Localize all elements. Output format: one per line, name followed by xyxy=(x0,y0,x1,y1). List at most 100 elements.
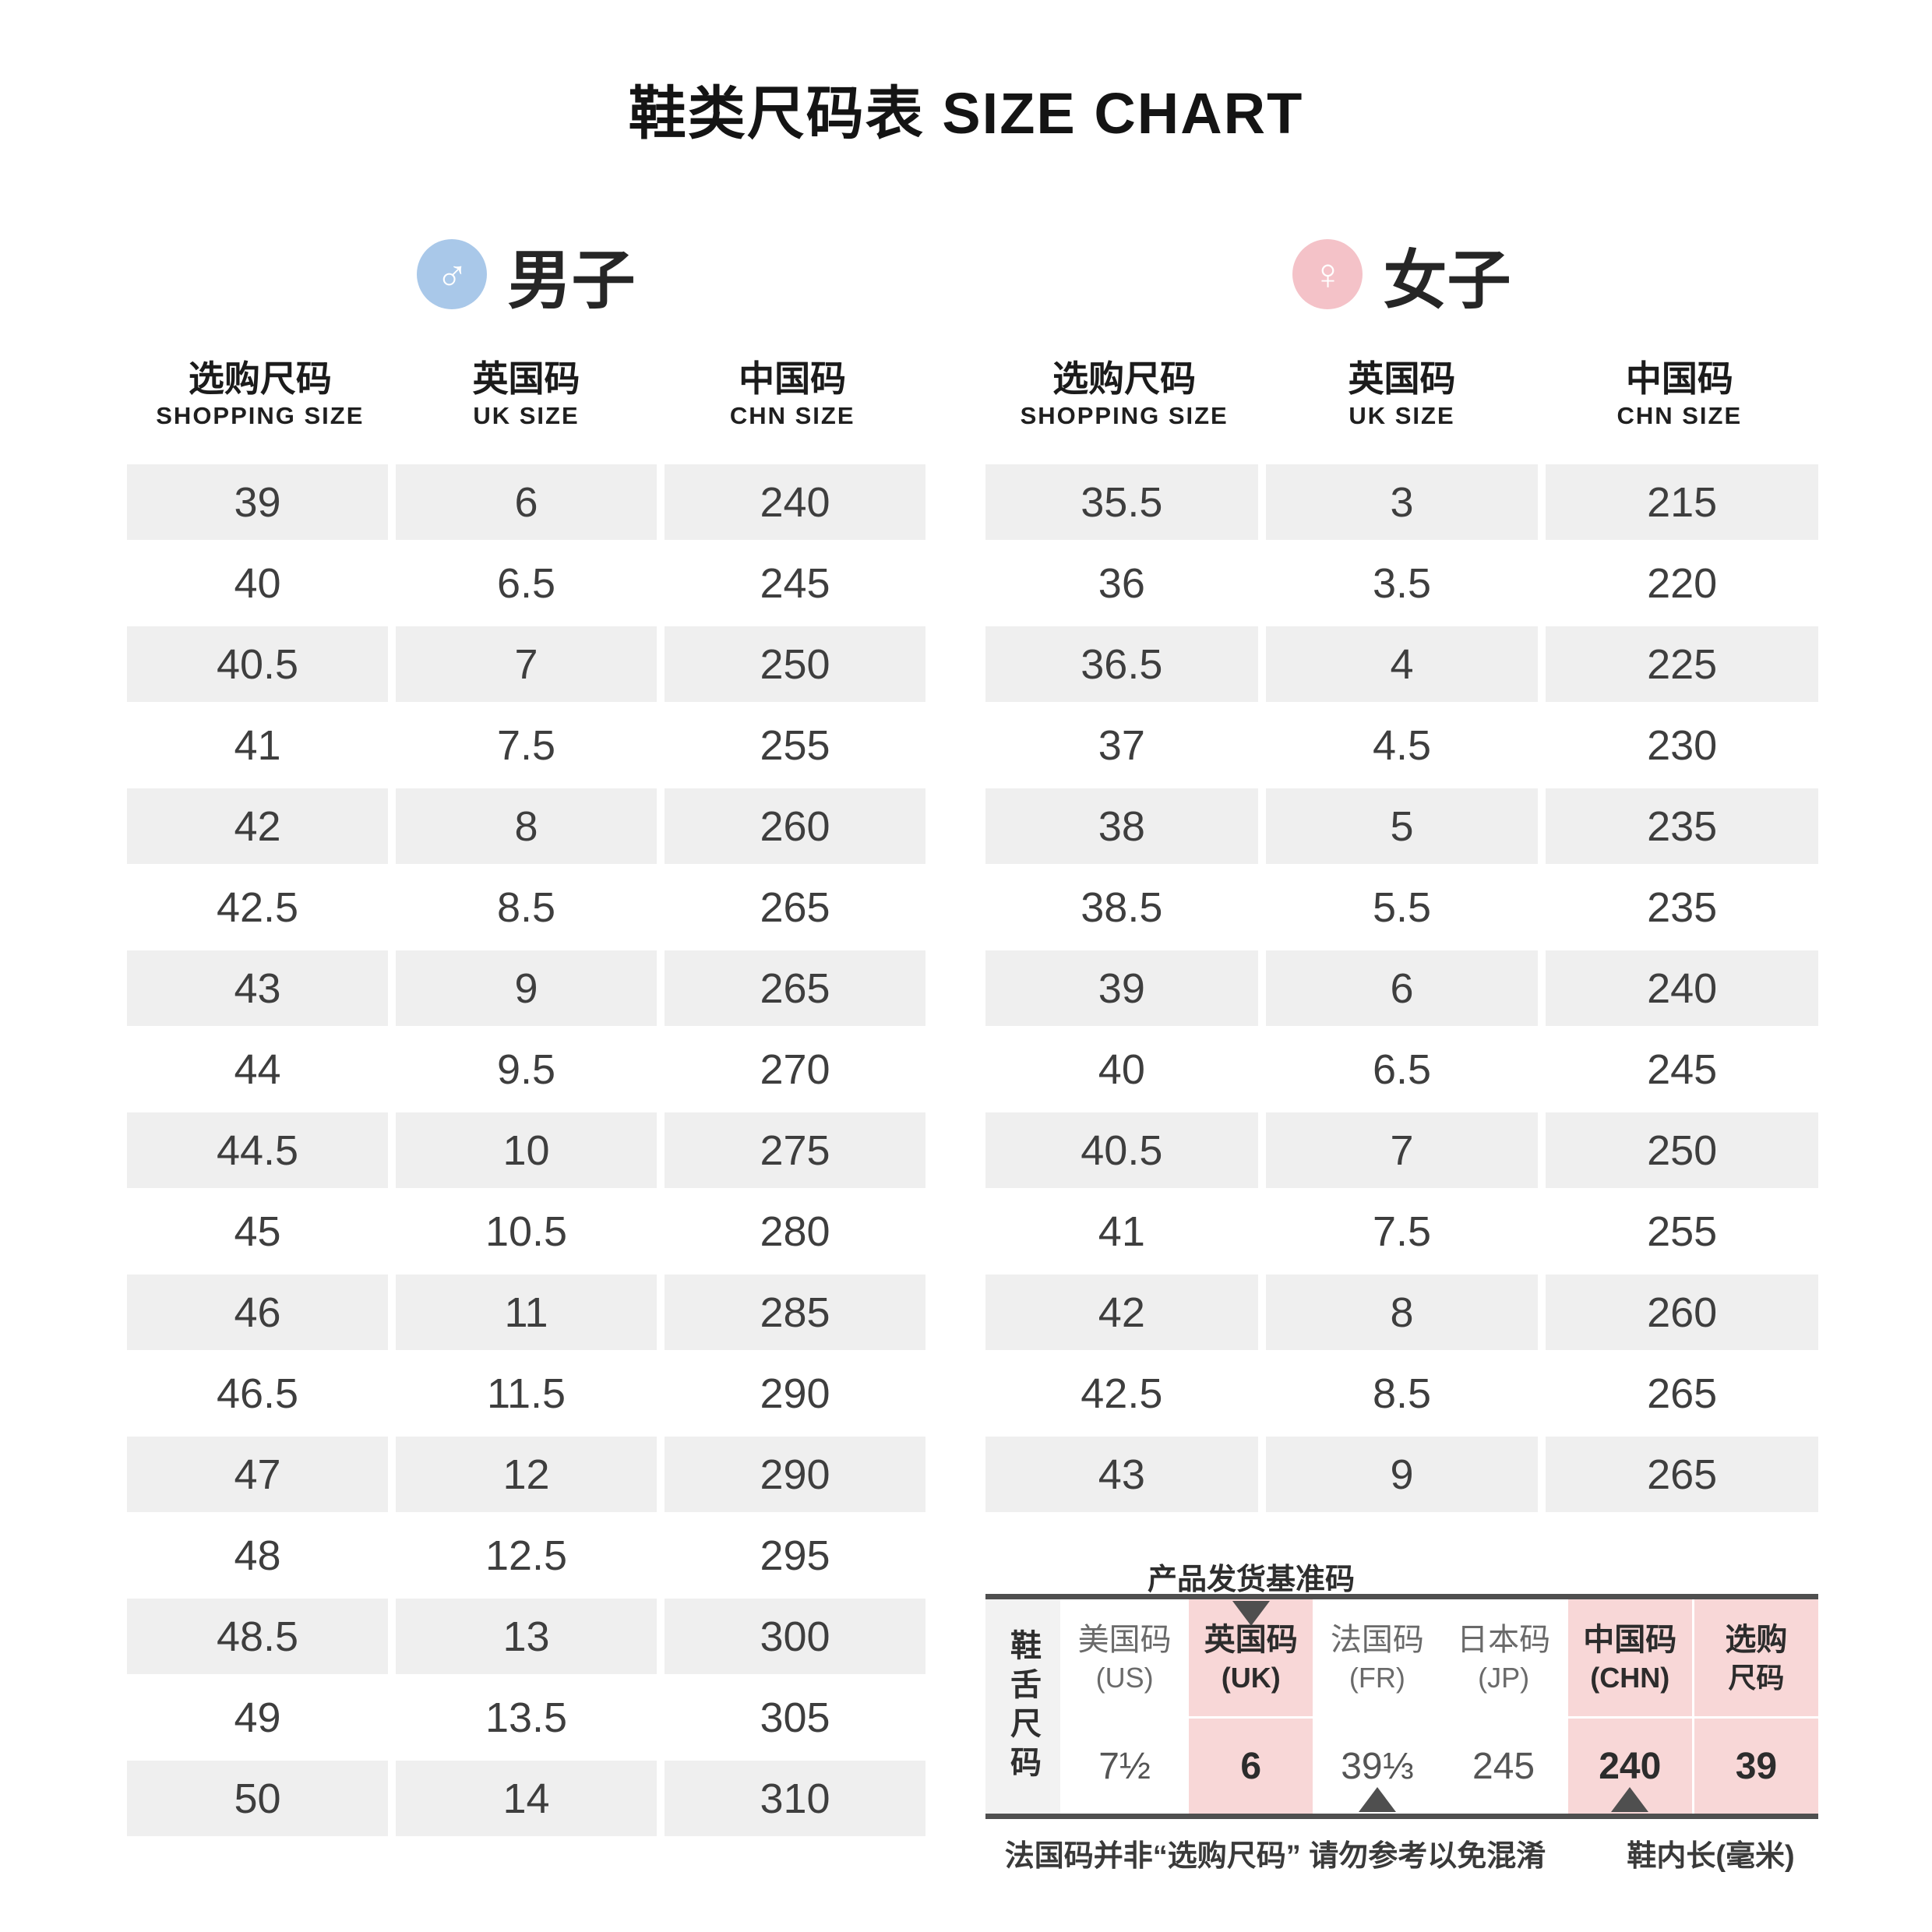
female-symbol: ♀ xyxy=(1311,249,1345,298)
size-cell: 45 xyxy=(234,1208,281,1255)
size-cell: 270 xyxy=(760,1045,830,1093)
ref-header-line2: (US) xyxy=(1095,1662,1154,1694)
size-cell: 260 xyxy=(665,788,925,869)
size-cell: 12.5 xyxy=(485,1532,568,1579)
size-cell: 44 xyxy=(234,1045,281,1093)
size-cell: 43 xyxy=(127,950,388,1031)
size-cell: 39 xyxy=(985,950,1258,1031)
ref-header-line1: 选购 xyxy=(1725,1623,1788,1657)
pointer-down-triangle-icon xyxy=(1232,1601,1270,1626)
size-cell: 37 xyxy=(1098,721,1145,769)
women-column-headers: 选购尺码 SHOPPING SIZE 英国码 UK SIZE 中国码 CHN S… xyxy=(985,357,1818,432)
size-cell: 13 xyxy=(396,1599,657,1680)
size-cell: 42 xyxy=(127,788,388,869)
size-cell: 220 xyxy=(1647,559,1718,607)
women-col-header-chn: 中国码 CHN SIZE xyxy=(1541,357,1818,432)
women-label: 女子 xyxy=(1383,245,1511,316)
men-size-grid: 39 6 240 40 6.5 245 40.5 7 250 41 7.5 255 42 8 260 42.5… xyxy=(127,464,925,1842)
ref-header-line2: (CHN) xyxy=(1590,1662,1670,1694)
size-cell: 5 xyxy=(1265,788,1539,869)
men-col-header-uk: 英国码 UK SIZE xyxy=(393,357,660,432)
size-cell: 49 xyxy=(234,1694,281,1741)
size-cell: 7 xyxy=(1265,1112,1539,1193)
size-cell: 8.5 xyxy=(496,883,556,931)
size-cell: 4 xyxy=(1265,626,1539,707)
size-cell: 235 xyxy=(1546,788,1818,869)
women-size-table-section: ♀ 女子 选购尺码 SHOPPING SIZE 英国码 UK SIZE 中国码 … xyxy=(985,0,1818,1878)
size-cell: 6.5 xyxy=(1372,1045,1432,1093)
size-cell: 6 xyxy=(1265,950,1539,1031)
size-cell: 7.5 xyxy=(1372,1208,1432,1255)
size-cell: 250 xyxy=(665,626,925,707)
col-header-zh: 选购尺码 xyxy=(1052,358,1197,399)
size-cell: 7.5 xyxy=(496,721,556,769)
size-cell: 4.5 xyxy=(1372,721,1432,769)
male-icon: ♂ xyxy=(417,239,488,309)
size-cell: 38 xyxy=(985,788,1258,869)
size-cell: 46.5 xyxy=(216,1370,299,1417)
male-symbol: ♂ xyxy=(435,249,469,298)
col-header-en: SHOPPING SIZE xyxy=(156,402,365,429)
ref-header-chn: 中国码 (CHN) xyxy=(1567,1599,1692,1716)
ref-header-fr: 法国码 (FR) xyxy=(1315,1599,1439,1716)
size-cell: 42.5 xyxy=(1081,1370,1163,1417)
size-cell: 6 xyxy=(396,464,657,545)
ref-footnote-inner-length: 鞋内长(毫米) xyxy=(1627,1840,1795,1873)
ref-value-us: 7½ xyxy=(1098,1745,1151,1787)
size-cell: 14 xyxy=(396,1761,657,1842)
col-header-zh: 中国码 xyxy=(739,358,847,399)
shipping-reference-section: 产品发货基准码 鞋舌尺码 美国码 (US) 英国码 (UK) 法国码 (FR) xyxy=(985,1555,1818,1878)
size-cell: 300 xyxy=(665,1599,925,1680)
ref-header-line2: (UK) xyxy=(1221,1662,1281,1694)
ref-pointer-label: 产品发货基准码 xyxy=(1147,1564,1356,1596)
size-cell: 250 xyxy=(1546,1112,1818,1193)
size-cell: 48.5 xyxy=(127,1599,388,1680)
col-header-zh: 中国码 xyxy=(1625,358,1733,399)
size-cell: 260 xyxy=(1546,1274,1818,1356)
size-cell: 7 xyxy=(396,626,657,707)
ref-row-label: 鞋舌尺码 xyxy=(985,1599,1060,1814)
ref-header-line1: 日本码 xyxy=(1457,1623,1551,1657)
size-cell: 255 xyxy=(760,721,830,769)
size-cell: 9.5 xyxy=(496,1045,556,1093)
ref-pointer-row: 产品发货基准码 xyxy=(985,1555,1818,1596)
col-header-en: CHN SIZE xyxy=(729,402,855,429)
size-cell: 40 xyxy=(1098,1045,1145,1093)
size-cell: 36 xyxy=(1098,559,1145,607)
ref-header-line2: (JP) xyxy=(1478,1662,1530,1694)
ref-value-shopping: 39 xyxy=(1694,1719,1818,1814)
size-cell: 275 xyxy=(665,1112,925,1193)
size-cell: 39 xyxy=(127,464,388,545)
size-cell: 9 xyxy=(1265,1437,1539,1518)
size-cell: 8 xyxy=(396,788,657,869)
women-gender-header: ♀ 女子 xyxy=(985,238,1818,316)
size-cell: 46 xyxy=(127,1274,388,1356)
size-cell: 265 xyxy=(1546,1437,1818,1518)
men-col-header-shopping: 选购尺码 SHOPPING SIZE xyxy=(127,357,393,432)
size-cell: 41 xyxy=(234,721,281,769)
size-cell: 13.5 xyxy=(485,1694,568,1741)
col-header-zh: 英国码 xyxy=(472,358,580,399)
female-icon: ♀ xyxy=(1292,239,1363,309)
size-cell: 230 xyxy=(1647,721,1718,769)
men-label: 男子 xyxy=(507,245,636,316)
size-cell: 10.5 xyxy=(485,1208,568,1255)
size-cell: 5.5 xyxy=(1372,883,1432,931)
reference-table: 鞋舌尺码 美国码 (US) 英国码 (UK) 法国码 (FR) 日本码 (JP) xyxy=(985,1594,1818,1819)
size-cell: 225 xyxy=(1546,626,1818,707)
size-cell: 215 xyxy=(1546,464,1818,545)
ref-header-line2: 尺码 xyxy=(1728,1662,1785,1694)
size-cell: 40.5 xyxy=(985,1112,1258,1193)
size-cell: 295 xyxy=(760,1532,830,1579)
men-gender-header: ♂ 男子 xyxy=(127,238,925,316)
ref-header-jp: 日本码 (JP) xyxy=(1442,1599,1566,1716)
size-cell: 8 xyxy=(1265,1274,1539,1356)
size-cell: 3 xyxy=(1265,464,1539,545)
size-cell: 6.5 xyxy=(496,559,556,607)
size-cell: 11 xyxy=(396,1274,657,1356)
pointer-up-triangle-chn-icon xyxy=(1611,1787,1648,1812)
size-cell: 38.5 xyxy=(1081,883,1163,931)
size-cell: 265 xyxy=(1647,1370,1718,1417)
ref-footnote-fr-warning: 法国码并非“选购尺码” 请勿参考以免混淆 xyxy=(1004,1840,1546,1873)
ref-footnotes: 法国码并非“选购尺码” 请勿参考以免混淆 鞋内长(毫米) xyxy=(985,1832,1818,1878)
